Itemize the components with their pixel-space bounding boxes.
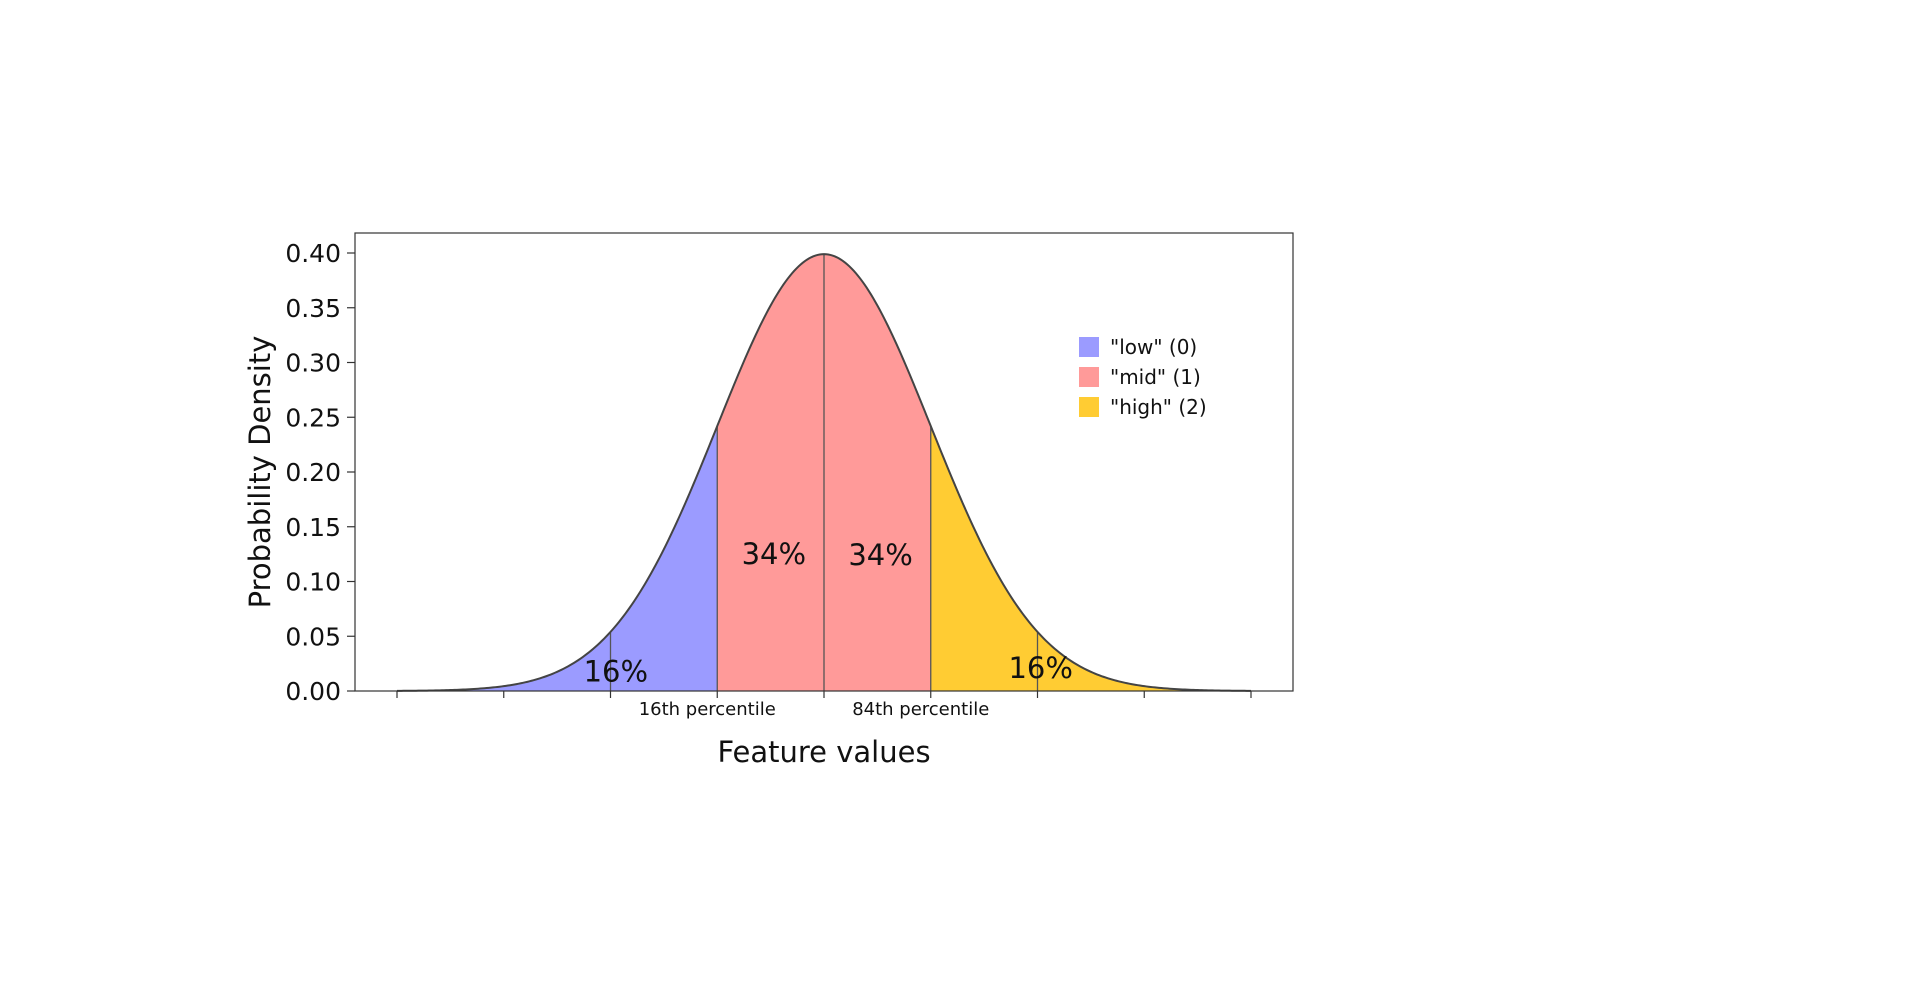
percentage-label: 16% xyxy=(584,654,648,688)
legend-label: "mid" (1) xyxy=(1110,365,1201,389)
legend-swatch xyxy=(1079,367,1099,387)
x-axis xyxy=(396,691,1252,698)
density-curve xyxy=(396,253,1252,692)
y-tick-label: 0.30 xyxy=(285,349,341,378)
percentile-label: 84th percentile xyxy=(852,699,989,720)
density-curve-layer xyxy=(396,253,1252,692)
y-tick-label: 0.15 xyxy=(285,513,341,542)
y-axis: 0.00 0.05 0.10 0.15 0.20 0.25 0.30 0.35 0.40 xyxy=(285,239,355,706)
legend-swatch xyxy=(1079,397,1099,417)
x-axis-title: Feature values xyxy=(717,735,930,769)
vertical-lines xyxy=(609,254,1039,691)
legend-label: "low" (0) xyxy=(1110,335,1197,359)
percentage-label: 34% xyxy=(742,537,806,571)
y-tick-label: 0.25 xyxy=(285,403,341,432)
region-high-area xyxy=(930,426,1251,691)
region-low-area xyxy=(397,426,718,691)
percentage-annotations: 16% 34% 34% 16% xyxy=(584,537,1073,688)
percentile-label: 16th percentile xyxy=(639,699,776,720)
legend: "low" (0) "mid" (1) "high" (2) xyxy=(1079,335,1207,419)
legend-label: "high" (2) xyxy=(1110,395,1207,419)
percentile-labels: 16th percentile 84th percentile xyxy=(639,699,990,720)
y-tick-label: 0.05 xyxy=(285,622,341,651)
legend-swatch xyxy=(1079,337,1099,357)
y-tick-label: 0.10 xyxy=(285,568,341,597)
y-tick-label: 0.35 xyxy=(285,294,341,323)
y-axis-title: Probability Density xyxy=(243,336,277,609)
y-tick-label: 0.40 xyxy=(285,239,341,268)
y-tick-label: 0.00 xyxy=(285,677,341,706)
percentage-label: 34% xyxy=(848,538,912,572)
percentage-label: 16% xyxy=(1008,651,1072,685)
y-tick-label: 0.20 xyxy=(285,458,341,487)
